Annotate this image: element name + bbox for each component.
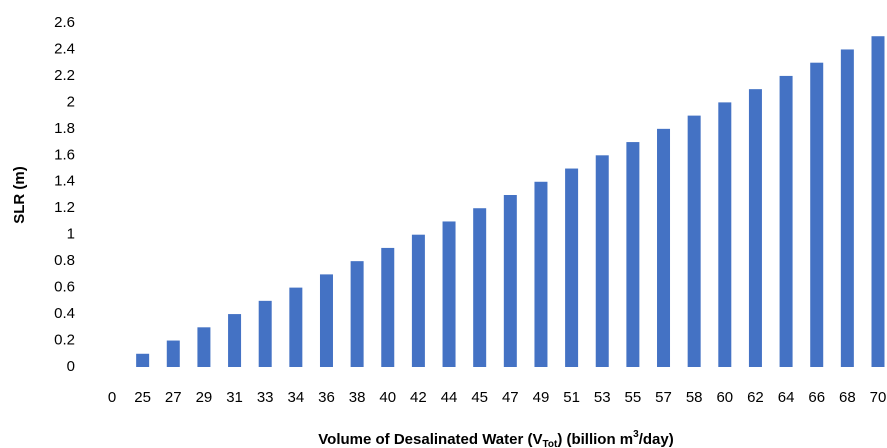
x-tick-label: 45 (471, 389, 488, 406)
x-tick-label: 27 (165, 389, 182, 406)
x-tick-label: 47 (502, 389, 519, 406)
x-axis-title-part: /day) (639, 431, 674, 448)
y-tick-label: 1.6 (54, 146, 75, 163)
bar (810, 62, 824, 367)
bar (350, 261, 364, 367)
bar (197, 327, 211, 367)
x-axis-title-subscript: Tot (543, 439, 558, 448)
x-axis-title: Volume of Desalinated Water (VTot) (bill… (318, 429, 673, 448)
x-tick-label: 62 (747, 389, 764, 406)
y-tick-label: 0.6 (54, 279, 75, 296)
y-tick-label: 0.4 (54, 305, 75, 322)
x-axis-title-part: ) (billion m (557, 431, 633, 448)
x-tick-label: 29 (196, 389, 213, 406)
y-tick-label: 0.8 (54, 252, 75, 269)
bar (319, 274, 333, 367)
y-tick-label: 1.4 (54, 173, 75, 190)
bar (289, 287, 303, 367)
y-tick-label: 0 (67, 358, 75, 375)
x-tick-label: 60 (716, 389, 733, 406)
bar (166, 340, 180, 367)
x-tick-label: 55 (625, 389, 642, 406)
bar (411, 234, 425, 367)
x-tick-label: 53 (594, 389, 611, 406)
x-tick-label: 34 (287, 389, 304, 406)
bar (595, 155, 609, 367)
x-tick-label: 70 (870, 389, 887, 406)
x-tick-label: 25 (134, 389, 151, 406)
x-tick-label: 57 (655, 389, 672, 406)
x-tick-label: 68 (839, 389, 856, 406)
x-axis-title-part: Volume of Desalinated Water (V (318, 431, 542, 448)
y-tick-label: 0.2 (54, 332, 75, 349)
x-axis-title-superscript: 3 (633, 429, 639, 440)
bar (657, 128, 671, 367)
x-tick-label: 40 (379, 389, 396, 406)
bar (871, 36, 885, 367)
y-tick-label: 2.4 (54, 40, 75, 57)
x-tick-label: 58 (686, 389, 703, 406)
x-tick-label: 51 (563, 389, 580, 406)
y-tick-label: 1.8 (54, 120, 75, 137)
y-tick-label: 2.6 (54, 14, 75, 31)
x-tick-label: 38 (349, 389, 366, 406)
bar (565, 168, 579, 367)
bar (503, 195, 517, 367)
y-axis-title: SLR (m) (11, 166, 28, 224)
x-tick-label: 33 (257, 389, 274, 406)
x-tick-label: 49 (533, 389, 550, 406)
bar (442, 221, 456, 367)
y-tick-label: 1.2 (54, 199, 75, 216)
bar (381, 247, 395, 367)
x-tick-label: 31 (226, 389, 243, 406)
x-tick-label: 44 (441, 389, 458, 406)
x-tick-label: 36 (318, 389, 335, 406)
y-tick-label: 2 (67, 93, 75, 110)
y-tick-label: 1 (67, 226, 75, 243)
bar (748, 89, 762, 368)
bar (687, 115, 701, 367)
bar (473, 208, 487, 367)
x-tick-label: 64 (778, 389, 795, 406)
bar (718, 102, 732, 367)
x-tick-label: 0 (108, 389, 116, 406)
bar (840, 49, 854, 367)
y-tick-label: 2.2 (54, 67, 75, 84)
x-tick-label: 42 (410, 389, 427, 406)
bar (228, 314, 242, 367)
bar (258, 300, 272, 367)
bar (534, 181, 548, 367)
bar (626, 142, 640, 367)
x-tick-label: 66 (808, 389, 825, 406)
bar (136, 353, 150, 367)
bar (779, 75, 793, 367)
